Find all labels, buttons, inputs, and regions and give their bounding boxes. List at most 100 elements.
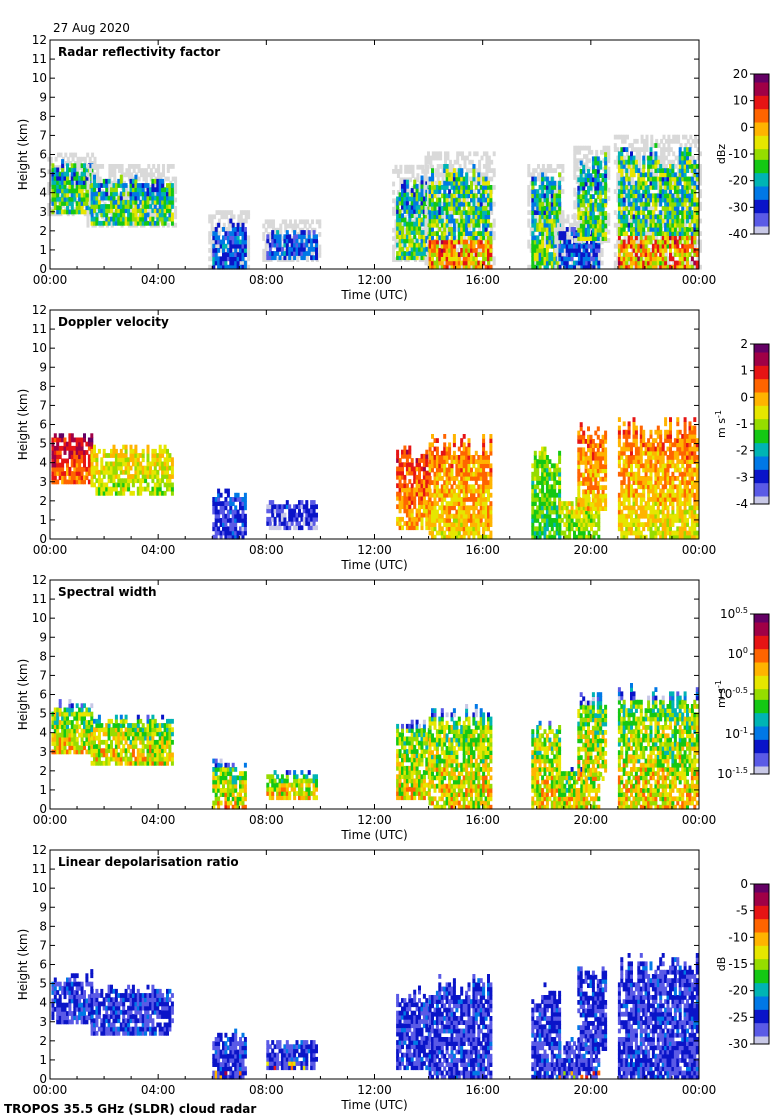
heatmap-cell (651, 214, 655, 220)
heatmap-cell (531, 231, 535, 236)
heatmap-cell (166, 199, 169, 205)
heatmap-cell (545, 239, 549, 245)
heatmap-cell (420, 200, 424, 206)
heatmap-cell (470, 243, 473, 249)
heatmap-cell (452, 189, 456, 194)
heatmap-cell (318, 253, 322, 258)
heatmap-cell (577, 256, 581, 262)
heatmap-cell (144, 220, 148, 226)
heatmap-cell (634, 180, 638, 186)
heatmap-cell (96, 164, 100, 169)
heatmap-cell (585, 154, 589, 159)
heatmap-cell (625, 168, 629, 173)
heatmap-cell (438, 235, 442, 241)
heatmap-cell (492, 222, 496, 228)
heatmap-cell (549, 176, 553, 182)
heatmap-cell (264, 253, 268, 258)
heatmap-cell (122, 216, 126, 222)
heatmap-cell (654, 256, 658, 262)
heatmap-cell (474, 218, 478, 224)
heatmap-cell (474, 239, 478, 245)
heatmap-cell (236, 260, 240, 266)
heatmap-cell (666, 180, 670, 186)
heatmap-cell (659, 218, 663, 224)
heatmap-cell (673, 185, 677, 190)
heatmap-cell (546, 168, 550, 173)
heatmap-cell (127, 199, 131, 205)
heatmap-cell (644, 256, 648, 262)
heatmap-cell (591, 194, 595, 199)
heatmap-cell (480, 180, 484, 186)
heatmap-cell (396, 221, 400, 227)
heatmap-cell (420, 204, 424, 210)
heatmap-cell (628, 185, 632, 190)
heatmap-cell (413, 242, 417, 248)
heatmap-cell (656, 222, 660, 228)
heatmap-cell (637, 231, 641, 236)
heatmap-cell (573, 227, 576, 232)
heatmap-cell (122, 199, 126, 205)
heatmap-cell (403, 209, 407, 214)
heatmap-cell (548, 260, 552, 266)
heatmap-cell (424, 256, 428, 262)
heatmap-cell (560, 243, 564, 249)
heatmap-cell (241, 243, 245, 249)
heatmap-cell (404, 227, 408, 233)
heatmap-cell (448, 264, 452, 270)
heatmap-cell (613, 243, 617, 249)
heatmap-cell (594, 177, 598, 183)
heatmap-cell (433, 239, 437, 245)
heatmap-cell (51, 163, 55, 169)
heatmap-cell (144, 191, 148, 197)
heatmap-cell (288, 246, 292, 252)
heatmap-cell (441, 214, 445, 220)
heatmap-cell (112, 187, 116, 193)
heatmap-cell (124, 199, 128, 205)
heatmap-cell (620, 201, 624, 207)
heatmap-cell (428, 231, 432, 236)
heatmap-cell (482, 222, 486, 228)
heatmap-cell (637, 206, 641, 211)
heatmap-cell (112, 191, 116, 197)
heatmap-cell (428, 218, 432, 224)
heatmap-cell (666, 197, 670, 203)
heatmap-cell (484, 264, 488, 270)
heatmap-cell (537, 218, 540, 224)
heatmap-cell (616, 227, 620, 232)
heatmap-cell (637, 210, 641, 215)
heatmap-cell (654, 231, 658, 236)
heatmap-cell (291, 227, 295, 233)
heatmap-cell (161, 212, 165, 218)
heatmap-cell (144, 183, 148, 188)
heatmap-cell (577, 260, 581, 266)
heatmap-cell (531, 239, 535, 245)
heatmap-cell (613, 159, 617, 165)
heatmap-cell (620, 151, 624, 157)
heatmap-cell (669, 256, 672, 262)
heatmap-cell (479, 193, 483, 199)
heatmap-cell (433, 189, 437, 194)
heatmap-cell (236, 227, 240, 232)
heatmap-cell (75, 175, 79, 181)
heatmap-cell (545, 222, 549, 228)
heatmap-cell (134, 183, 138, 188)
heatmap-cell (582, 223, 586, 229)
heatmap-cell (302, 251, 306, 256)
heatmap-cell (70, 201, 74, 206)
heatmap-cell (149, 187, 152, 193)
heatmap-cell (607, 166, 611, 172)
heatmap-cell (671, 168, 675, 173)
heatmap-cell (440, 210, 444, 215)
heatmap-cell (489, 197, 493, 203)
heatmap-cell (295, 246, 299, 252)
heatmap-cell (462, 189, 466, 194)
heatmap-cell (210, 239, 214, 245)
heatmap-cell (582, 185, 586, 191)
heatmap-cell (431, 151, 435, 157)
heatmap-cell (80, 175, 84, 181)
heatmap-cell (659, 248, 663, 253)
heatmap-cell (647, 197, 651, 203)
heatmap-cell (291, 223, 295, 229)
heatmap-cell (114, 199, 118, 205)
heatmap-cell (644, 206, 648, 211)
